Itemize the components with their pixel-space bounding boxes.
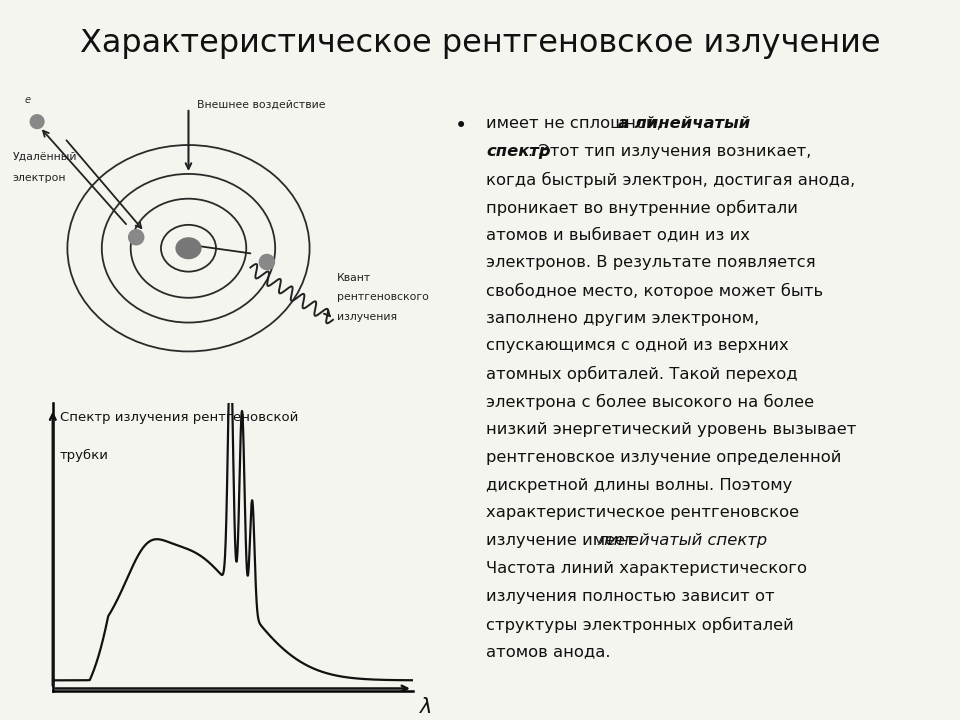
Text: •: • [455,116,468,136]
Ellipse shape [176,238,201,258]
Text: структуры электронных орбиталей: структуры электронных орбиталей [486,617,794,633]
Text: свободное место, которое может быть: свободное место, которое может быть [486,283,823,299]
Text: Частота линий характеристического: Частота линий характеристического [486,561,807,576]
Text: электронов. В результате появляется: электронов. В результате появляется [486,255,816,270]
Text: Внешнее воздействие: Внешнее воздействие [197,99,325,109]
Text: линейчатый спектр: линейчатый спектр [597,534,767,548]
Text: атомов и выбивает один из их: атомов и выбивает один из их [486,228,750,242]
Text: спускающимся с одной из верхних: спускающимся с одной из верхних [486,338,789,354]
Text: излучения полностью зависит от: излучения полностью зависит от [486,589,775,604]
Circle shape [129,230,144,245]
Text: рентгеновского: рентгеновского [337,292,429,302]
Text: проникает во внутренние орбитали: проникает во внутренние орбитали [486,199,798,215]
Circle shape [31,114,44,129]
Text: заполнено другим электроном,: заполнено другим электроном, [486,310,759,325]
Text: а линейчатый: а линейчатый [617,116,750,131]
Text: трубки: трубки [60,449,108,462]
Text: .: . [714,534,720,548]
Text: низкий энергетический уровень вызывает: низкий энергетический уровень вызывает [486,422,856,437]
Text: характеристическое рентгеновское: характеристическое рентгеновское [486,505,799,521]
Text: дискретной длины волны. Поэтому: дискретной длины волны. Поэтому [486,477,792,492]
Text: Спектр излучения рентгеновской: Спектр излучения рентгеновской [60,411,299,424]
Text: излучения: излучения [337,312,397,322]
Text: Квант: Квант [337,273,372,283]
Text: . Этот тип излучения возникает,: . Этот тип излучения возникает, [527,144,811,158]
Text: рентгеновское излучение определенной: рентгеновское излучение определенной [486,450,841,465]
Text: спектр: спектр [486,144,550,158]
Text: Удалённый: Удалённый [12,152,77,162]
Text: электрон: электрон [12,173,66,183]
Text: атомных орбиталей. Такой переход: атомных орбиталей. Такой переход [486,366,798,382]
Circle shape [259,254,275,269]
Text: когда быстрый электрон, достигая анода,: когда быстрый электрон, достигая анода, [486,171,855,188]
Text: имеет не сплошной,: имеет не сплошной, [486,116,667,131]
Text: λ: λ [420,697,432,716]
Text: Характеристическое рентгеновское излучение: Характеристическое рентгеновское излучен… [80,27,880,59]
Text: атомов анода.: атомов анода. [486,644,611,660]
Text: электрона с более высокого на более: электрона с более высокого на более [486,394,814,410]
Text: e: e [25,95,31,105]
Text: излучение имеет: излучение имеет [486,534,640,548]
